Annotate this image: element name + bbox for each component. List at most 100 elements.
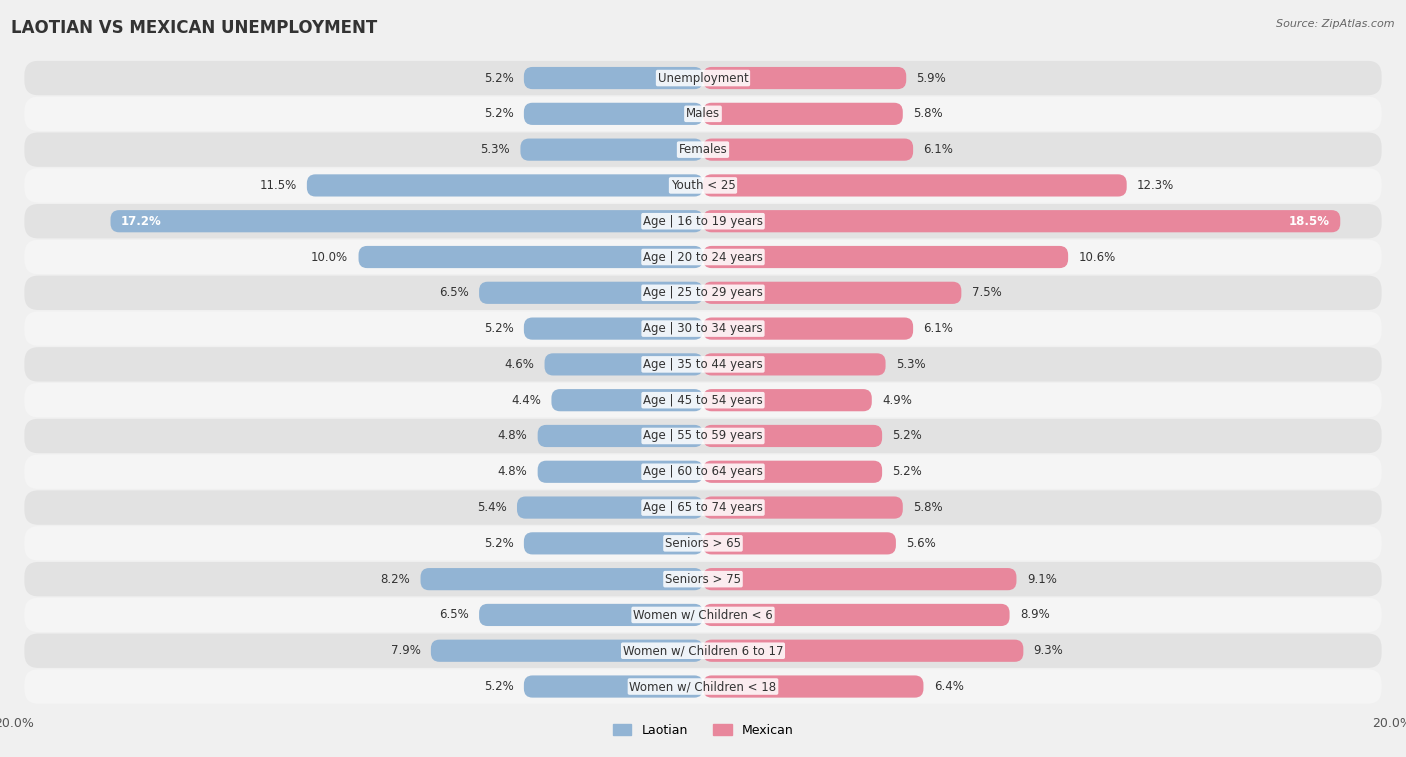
FancyBboxPatch shape (703, 568, 1017, 590)
FancyBboxPatch shape (24, 240, 1382, 274)
Text: 17.2%: 17.2% (121, 215, 162, 228)
Text: Women w/ Children 6 to 17: Women w/ Children 6 to 17 (623, 644, 783, 657)
FancyBboxPatch shape (479, 282, 703, 304)
Text: Age | 65 to 74 years: Age | 65 to 74 years (643, 501, 763, 514)
Text: 18.5%: 18.5% (1289, 215, 1330, 228)
Text: 12.3%: 12.3% (1137, 179, 1174, 192)
Text: 8.9%: 8.9% (1019, 609, 1050, 621)
FancyBboxPatch shape (24, 598, 1382, 632)
Text: Unemployment: Unemployment (658, 72, 748, 85)
Text: Females: Females (679, 143, 727, 156)
Text: 11.5%: 11.5% (259, 179, 297, 192)
Text: 7.9%: 7.9% (391, 644, 420, 657)
Text: 4.6%: 4.6% (505, 358, 534, 371)
FancyBboxPatch shape (703, 532, 896, 554)
Legend: Laotian, Mexican: Laotian, Mexican (607, 718, 799, 742)
Text: Women w/ Children < 18: Women w/ Children < 18 (630, 680, 776, 693)
Text: 9.1%: 9.1% (1026, 572, 1057, 586)
FancyBboxPatch shape (544, 354, 703, 375)
Text: 5.2%: 5.2% (484, 72, 513, 85)
FancyBboxPatch shape (420, 568, 703, 590)
FancyBboxPatch shape (703, 246, 1069, 268)
Text: Youth < 25: Youth < 25 (671, 179, 735, 192)
FancyBboxPatch shape (307, 174, 703, 197)
FancyBboxPatch shape (537, 425, 703, 447)
FancyBboxPatch shape (24, 276, 1382, 310)
FancyBboxPatch shape (524, 532, 703, 554)
FancyBboxPatch shape (24, 669, 1382, 704)
Text: 9.3%: 9.3% (1033, 644, 1063, 657)
FancyBboxPatch shape (24, 419, 1382, 453)
FancyBboxPatch shape (24, 347, 1382, 382)
FancyBboxPatch shape (537, 461, 703, 483)
Text: Women w/ Children < 6: Women w/ Children < 6 (633, 609, 773, 621)
Text: Seniors > 75: Seniors > 75 (665, 572, 741, 586)
FancyBboxPatch shape (24, 61, 1382, 95)
FancyBboxPatch shape (24, 455, 1382, 489)
Text: Age | 60 to 64 years: Age | 60 to 64 years (643, 466, 763, 478)
Text: 5.8%: 5.8% (912, 107, 943, 120)
Text: Age | 20 to 24 years: Age | 20 to 24 years (643, 251, 763, 263)
FancyBboxPatch shape (703, 103, 903, 125)
Text: Source: ZipAtlas.com: Source: ZipAtlas.com (1277, 19, 1395, 29)
FancyBboxPatch shape (24, 634, 1382, 668)
Text: 5.2%: 5.2% (484, 537, 513, 550)
Text: 6.5%: 6.5% (439, 609, 468, 621)
FancyBboxPatch shape (524, 317, 703, 340)
FancyBboxPatch shape (703, 461, 882, 483)
Text: 5.2%: 5.2% (484, 322, 513, 335)
FancyBboxPatch shape (24, 132, 1382, 167)
Text: 4.9%: 4.9% (882, 394, 912, 407)
FancyBboxPatch shape (703, 389, 872, 411)
Text: 6.1%: 6.1% (924, 322, 953, 335)
Text: 6.1%: 6.1% (924, 143, 953, 156)
Text: 5.6%: 5.6% (907, 537, 936, 550)
Text: 10.6%: 10.6% (1078, 251, 1116, 263)
Text: 10.0%: 10.0% (311, 251, 349, 263)
Text: 5.2%: 5.2% (484, 107, 513, 120)
FancyBboxPatch shape (703, 425, 882, 447)
FancyBboxPatch shape (551, 389, 703, 411)
FancyBboxPatch shape (703, 317, 912, 340)
Text: 5.8%: 5.8% (912, 501, 943, 514)
Text: 6.4%: 6.4% (934, 680, 963, 693)
FancyBboxPatch shape (520, 139, 703, 160)
FancyBboxPatch shape (24, 562, 1382, 597)
FancyBboxPatch shape (703, 67, 907, 89)
FancyBboxPatch shape (524, 103, 703, 125)
Text: 5.4%: 5.4% (477, 501, 506, 514)
FancyBboxPatch shape (24, 204, 1382, 238)
FancyBboxPatch shape (430, 640, 703, 662)
Text: 5.3%: 5.3% (896, 358, 925, 371)
FancyBboxPatch shape (24, 491, 1382, 525)
Text: Age | 30 to 34 years: Age | 30 to 34 years (643, 322, 763, 335)
FancyBboxPatch shape (703, 604, 1010, 626)
Text: 5.2%: 5.2% (893, 466, 922, 478)
Text: Age | 16 to 19 years: Age | 16 to 19 years (643, 215, 763, 228)
Text: Age | 45 to 54 years: Age | 45 to 54 years (643, 394, 763, 407)
FancyBboxPatch shape (703, 210, 1340, 232)
Text: 4.4%: 4.4% (512, 394, 541, 407)
Text: 4.8%: 4.8% (498, 466, 527, 478)
FancyBboxPatch shape (24, 97, 1382, 131)
Text: Age | 55 to 59 years: Age | 55 to 59 years (643, 429, 763, 443)
FancyBboxPatch shape (479, 604, 703, 626)
Text: 5.3%: 5.3% (481, 143, 510, 156)
Text: Age | 35 to 44 years: Age | 35 to 44 years (643, 358, 763, 371)
Text: Seniors > 65: Seniors > 65 (665, 537, 741, 550)
FancyBboxPatch shape (359, 246, 703, 268)
Text: LAOTIAN VS MEXICAN UNEMPLOYMENT: LAOTIAN VS MEXICAN UNEMPLOYMENT (11, 19, 377, 37)
Text: Age | 25 to 29 years: Age | 25 to 29 years (643, 286, 763, 299)
Text: 6.5%: 6.5% (439, 286, 468, 299)
Text: Males: Males (686, 107, 720, 120)
Text: 5.9%: 5.9% (917, 72, 946, 85)
FancyBboxPatch shape (524, 675, 703, 698)
FancyBboxPatch shape (703, 675, 924, 698)
FancyBboxPatch shape (703, 497, 903, 519)
FancyBboxPatch shape (703, 139, 912, 160)
FancyBboxPatch shape (24, 526, 1382, 560)
FancyBboxPatch shape (703, 354, 886, 375)
FancyBboxPatch shape (703, 640, 1024, 662)
FancyBboxPatch shape (24, 383, 1382, 417)
FancyBboxPatch shape (517, 497, 703, 519)
